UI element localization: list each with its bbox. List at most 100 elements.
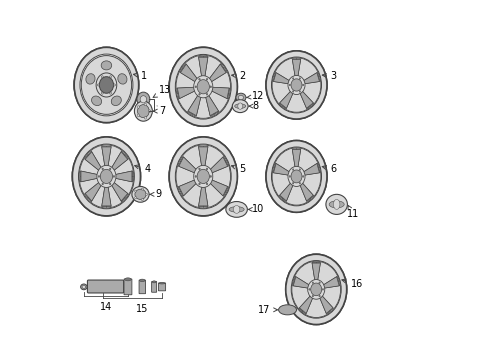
- Ellipse shape: [302, 176, 303, 177]
- Ellipse shape: [209, 86, 211, 87]
- Ellipse shape: [299, 169, 300, 170]
- Ellipse shape: [135, 189, 146, 199]
- Polygon shape: [302, 163, 319, 175]
- Polygon shape: [299, 295, 313, 314]
- Polygon shape: [110, 151, 128, 171]
- Polygon shape: [208, 179, 228, 196]
- Ellipse shape: [325, 194, 346, 215]
- Polygon shape: [279, 182, 293, 201]
- Ellipse shape: [288, 84, 290, 86]
- Ellipse shape: [99, 77, 113, 93]
- Ellipse shape: [169, 137, 237, 216]
- Ellipse shape: [81, 284, 87, 290]
- Ellipse shape: [197, 80, 209, 94]
- Polygon shape: [299, 90, 313, 108]
- Ellipse shape: [109, 92, 111, 94]
- Polygon shape: [319, 295, 333, 314]
- Polygon shape: [198, 185, 207, 206]
- Ellipse shape: [74, 47, 139, 123]
- Ellipse shape: [271, 57, 321, 113]
- Ellipse shape: [159, 283, 164, 284]
- Ellipse shape: [174, 143, 231, 210]
- Ellipse shape: [318, 282, 320, 283]
- Ellipse shape: [328, 201, 344, 208]
- Ellipse shape: [265, 51, 326, 119]
- Polygon shape: [85, 181, 102, 201]
- Ellipse shape: [101, 61, 111, 70]
- Polygon shape: [114, 171, 132, 182]
- Polygon shape: [102, 147, 111, 168]
- Ellipse shape: [292, 91, 293, 92]
- Ellipse shape: [322, 289, 323, 290]
- Polygon shape: [302, 163, 320, 175]
- Polygon shape: [178, 157, 197, 174]
- Polygon shape: [198, 57, 207, 78]
- Ellipse shape: [132, 186, 149, 202]
- Ellipse shape: [233, 206, 239, 213]
- Ellipse shape: [197, 169, 209, 184]
- Ellipse shape: [175, 54, 231, 119]
- Ellipse shape: [176, 55, 230, 118]
- Ellipse shape: [238, 95, 243, 100]
- Polygon shape: [299, 182, 313, 202]
- Ellipse shape: [292, 78, 293, 79]
- FancyBboxPatch shape: [151, 282, 156, 292]
- Ellipse shape: [291, 261, 340, 318]
- Ellipse shape: [174, 54, 231, 120]
- Ellipse shape: [299, 91, 300, 92]
- Ellipse shape: [109, 76, 111, 78]
- Polygon shape: [188, 94, 201, 116]
- Ellipse shape: [80, 54, 133, 116]
- Polygon shape: [176, 87, 196, 99]
- Ellipse shape: [285, 254, 346, 324]
- Text: 11: 11: [346, 205, 358, 219]
- Ellipse shape: [111, 96, 121, 105]
- Polygon shape: [302, 72, 320, 84]
- Ellipse shape: [299, 183, 300, 184]
- Polygon shape: [208, 64, 225, 83]
- Polygon shape: [178, 179, 197, 196]
- Text: 10: 10: [248, 204, 264, 215]
- Polygon shape: [187, 94, 201, 116]
- Ellipse shape: [292, 169, 293, 170]
- Ellipse shape: [102, 183, 103, 185]
- FancyBboxPatch shape: [124, 279, 132, 295]
- Ellipse shape: [271, 58, 320, 112]
- Text: 16: 16: [341, 279, 363, 289]
- Text: 4: 4: [134, 164, 150, 174]
- Ellipse shape: [137, 92, 149, 107]
- Polygon shape: [205, 94, 218, 116]
- Ellipse shape: [100, 169, 112, 184]
- Polygon shape: [205, 94, 219, 116]
- Polygon shape: [292, 150, 300, 168]
- Ellipse shape: [278, 305, 296, 315]
- Ellipse shape: [307, 279, 324, 299]
- Ellipse shape: [318, 295, 320, 297]
- Polygon shape: [102, 146, 111, 168]
- Polygon shape: [299, 295, 313, 314]
- Ellipse shape: [134, 197, 137, 199]
- Ellipse shape: [195, 176, 196, 177]
- Ellipse shape: [198, 183, 200, 185]
- Polygon shape: [273, 73, 290, 84]
- Ellipse shape: [206, 78, 207, 80]
- Polygon shape: [208, 157, 227, 174]
- Polygon shape: [110, 181, 127, 201]
- Ellipse shape: [237, 103, 242, 109]
- Polygon shape: [322, 277, 339, 288]
- Ellipse shape: [271, 148, 320, 205]
- Ellipse shape: [152, 281, 156, 283]
- Polygon shape: [279, 182, 293, 202]
- Ellipse shape: [145, 193, 147, 195]
- Ellipse shape: [134, 190, 137, 192]
- Polygon shape: [319, 295, 332, 314]
- Text: 5: 5: [231, 164, 245, 174]
- Polygon shape: [292, 149, 300, 168]
- Ellipse shape: [193, 165, 212, 188]
- Polygon shape: [80, 171, 99, 182]
- Ellipse shape: [79, 145, 133, 208]
- Ellipse shape: [232, 100, 247, 113]
- Ellipse shape: [97, 165, 116, 188]
- Ellipse shape: [124, 278, 131, 281]
- Polygon shape: [208, 64, 226, 83]
